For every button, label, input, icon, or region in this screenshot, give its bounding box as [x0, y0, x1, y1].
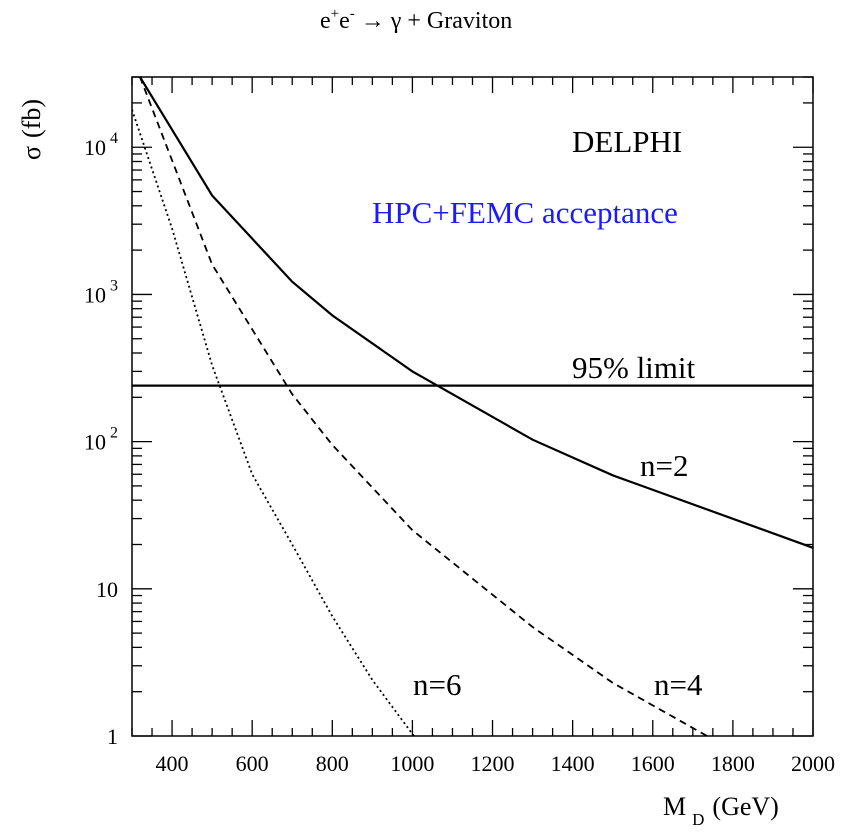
x-tick-label: 800	[316, 751, 349, 776]
tick-labels: 400 600 800 1000 1200 1400 1600 1800 2000 1 10 10 2 1…	[84, 130, 835, 776]
x-tick-label: 400	[156, 751, 189, 776]
y-axis-label: σ (fb)	[17, 99, 46, 160]
limit-label: 95% limit	[572, 350, 696, 385]
y-axis-symbol: σ	[17, 146, 46, 160]
series-group	[132, 77, 813, 736]
x-tick-label: 1800	[711, 751, 755, 776]
x-tick-label: 2000	[791, 751, 835, 776]
title-e2: e	[339, 8, 350, 34]
y-axis-unit: (fb)	[17, 99, 46, 138]
title-e1: e	[320, 8, 331, 34]
x-tick-label: 1000	[390, 751, 434, 776]
chart-title: e+e- → γ + Graviton	[320, 6, 512, 34]
x-tick-label: 1600	[631, 751, 675, 776]
x-tick-label: 600	[236, 751, 269, 776]
x-tick-label: 1400	[551, 751, 595, 776]
y-tick-label: 10	[96, 577, 118, 602]
x-axis-sub: D	[692, 810, 704, 829]
series-label-n4: n=4	[654, 667, 703, 702]
x-axis-main: M	[663, 792, 686, 821]
title-arrow: →	[361, 8, 385, 34]
acceptance-label: HPC+FEMC acceptance	[372, 195, 678, 230]
series-label-n6: n=6	[413, 667, 461, 702]
series-line-n2	[139, 77, 813, 549]
title-sup1: +	[331, 6, 339, 22]
x-axis-label: M D (GeV)	[663, 792, 779, 829]
series-label-n2: n=2	[640, 448, 688, 483]
y-tick-label: 10 2	[84, 425, 118, 455]
x-axis-unit: (GeV)	[712, 792, 778, 821]
axis-ticks	[131, 76, 814, 737]
title-gamma: γ	[390, 8, 402, 34]
y-tick-label: 1	[107, 724, 118, 749]
title-rest: + Graviton	[401, 8, 512, 34]
title-sup2: -	[350, 6, 355, 22]
experiment-label: DELPHI	[572, 124, 682, 159]
x-tick-label: 1200	[471, 751, 515, 776]
y-tick-label: 10 4	[84, 130, 118, 160]
series-line-n4	[139, 77, 709, 736]
y-tick-label: 10 3	[84, 277, 118, 307]
